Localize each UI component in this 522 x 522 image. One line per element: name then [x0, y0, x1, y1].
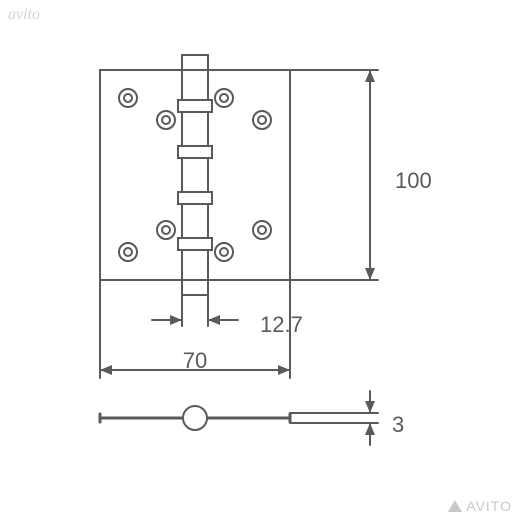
dim-width-label: 70 — [183, 348, 207, 373]
watermark-top-left: avito — [8, 6, 40, 24]
dim-knuckle-label: 12.7 — [260, 312, 303, 337]
dim-thickness-label: 3 — [392, 412, 404, 437]
dim-height-label: 100 — [395, 168, 432, 193]
watermark-bottom-right: AVITO — [448, 498, 512, 514]
hinge-technical-drawing: 100 70 12.7 3 — [0, 0, 522, 522]
